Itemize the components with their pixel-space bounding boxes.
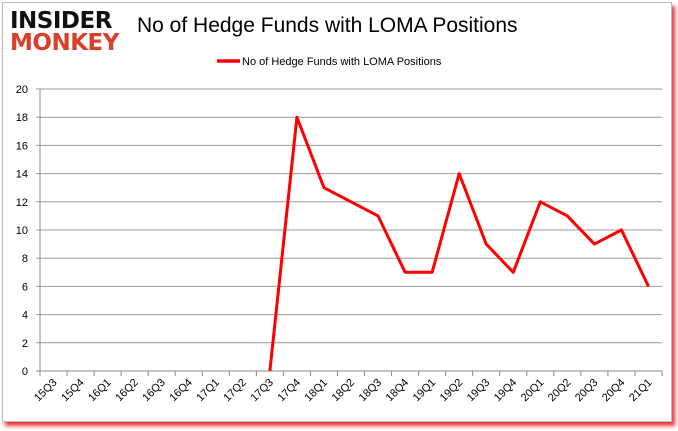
x-tick-label: 16Q4 — [167, 377, 195, 405]
y-tick-label: 14 — [16, 169, 28, 181]
y-tick-label: 2 — [22, 338, 28, 350]
y-tick-label: 16 — [16, 140, 28, 152]
insider-monkey-logo: INSIDER MONKEY — [10, 8, 119, 56]
y-tick-label: 0 — [22, 366, 28, 378]
x-tick-label: 15Q3 — [32, 377, 60, 405]
x-tick-label: 20Q3 — [573, 377, 601, 405]
x-tick-label: 19Q1 — [411, 377, 439, 405]
x-tick-label: 19Q4 — [492, 377, 520, 405]
x-tick-label: 17Q4 — [276, 377, 304, 405]
x-tick-label: 20Q4 — [600, 377, 628, 405]
y-tick-label: 12 — [16, 197, 28, 209]
x-tick-label: 20Q1 — [519, 377, 547, 405]
logo-line1: INSIDER — [10, 8, 112, 34]
y-tick-label: 8 — [22, 253, 28, 265]
x-tick-label: 16Q3 — [140, 377, 168, 405]
x-tick-label: 18Q3 — [357, 377, 385, 405]
series-line — [268, 115, 650, 372]
x-tick-label: 20Q2 — [546, 377, 574, 405]
y-tick-label: 10 — [16, 225, 28, 237]
x-tick-label: 17Q1 — [194, 377, 222, 405]
x-tick-label: 19Q3 — [465, 377, 493, 405]
x-tick-label: 21Q1 — [627, 377, 655, 405]
x-tick-label: 16Q1 — [86, 377, 114, 405]
y-tick-label: 4 — [22, 310, 28, 322]
chart-title: No of Hedge Funds with LOMA Positions — [137, 14, 518, 37]
y-tick-label: 6 — [22, 281, 28, 293]
x-tick-label: 16Q2 — [113, 377, 141, 405]
x-tick-label: 17Q2 — [221, 377, 249, 405]
x-tick-label: 15Q4 — [59, 377, 87, 405]
x-tick-label: 18Q4 — [384, 377, 412, 405]
x-tick-label: 17Q3 — [248, 377, 276, 405]
x-tick-label: 18Q2 — [330, 377, 358, 405]
legend-label: No of Hedge Funds with LOMA Positions — [242, 56, 442, 68]
x-tick-label: 19Q2 — [438, 377, 466, 405]
y-tick-label: 20 — [16, 84, 28, 96]
logo-line2: MONKEY — [10, 30, 119, 56]
x-tick-label: 18Q1 — [303, 377, 331, 405]
y-tick-label: 18 — [16, 112, 28, 124]
